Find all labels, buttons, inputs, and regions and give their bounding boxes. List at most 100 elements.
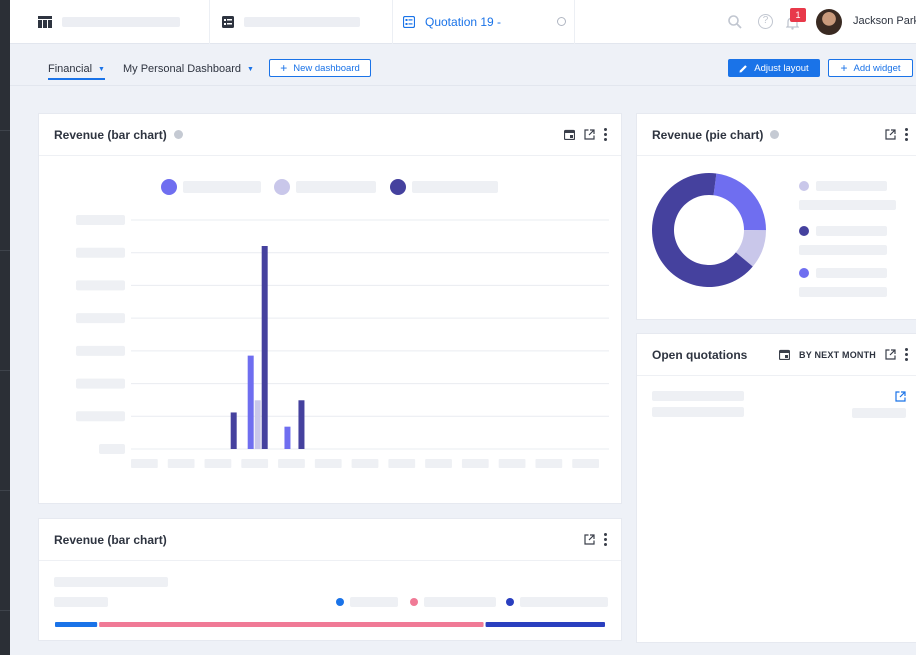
dashboard-tab-label: My Personal Dashboard xyxy=(123,63,242,75)
dashboard-toolbar: Financial ▼ My Personal Dashboard ▼ + New … xyxy=(10,44,916,86)
open-external-icon[interactable] xyxy=(584,534,595,545)
kebab-menu-icon[interactable] xyxy=(905,128,908,141)
bar xyxy=(247,355,254,449)
pencil-icon xyxy=(739,64,748,72)
tab-quotation-label: Quotation 19 - xyxy=(425,15,502,29)
info-icon[interactable] xyxy=(173,130,183,139)
widget-header: Open quotations BY NEXT MONTH xyxy=(637,334,916,376)
pie-chart xyxy=(652,173,896,297)
legend-value-placeholder xyxy=(799,245,887,255)
close-icon[interactable] xyxy=(557,17,566,26)
legend-value-placeholder xyxy=(799,200,896,210)
x-tick-label-placeholder xyxy=(425,459,452,468)
pie-slice xyxy=(713,173,766,231)
dashboard-tab-financial[interactable]: Financial ▼ xyxy=(48,63,105,80)
kebab-menu-icon[interactable] xyxy=(604,128,607,141)
open-external-icon[interactable] xyxy=(584,129,595,140)
widget-title-text: Revenue (pie chart) xyxy=(652,128,764,142)
x-tick-label-placeholder xyxy=(167,459,195,468)
bar xyxy=(230,412,237,449)
tab-2-label xyxy=(244,17,360,27)
revenue-pie-chart-widget: Revenue (pie chart) xyxy=(636,113,916,320)
x-axis-labels xyxy=(131,459,599,468)
legend-label-placeholder xyxy=(296,181,376,193)
x-tick-label-placeholder xyxy=(461,459,489,468)
new-dashboard-label: New dashboard xyxy=(293,62,360,74)
calendar-icon[interactable] xyxy=(564,129,575,140)
open-quotations-widget: Open quotations BY NEXT MONTH xyxy=(636,333,916,643)
x-tick-label-placeholder xyxy=(278,459,305,468)
date-filter-label[interactable]: BY NEXT MONTH xyxy=(799,349,876,360)
help-icon[interactable]: ? xyxy=(758,14,773,29)
legend-label-placeholder xyxy=(816,181,887,191)
stacked-bar-legend xyxy=(336,597,608,607)
placeholder-row xyxy=(852,408,906,418)
bar xyxy=(284,426,291,449)
y-tick-label-placeholder xyxy=(76,313,125,324)
placeholder-row xyxy=(652,391,744,401)
legend-label-placeholder xyxy=(424,597,496,607)
y-tick-label-placeholder xyxy=(76,280,125,291)
legend-dot xyxy=(390,179,406,195)
legend-dot xyxy=(274,179,290,195)
list-icon xyxy=(222,16,234,28)
x-tick-label-placeholder xyxy=(572,459,599,468)
tab-1-label xyxy=(62,17,180,27)
widget-header: Revenue (pie chart) xyxy=(637,114,916,156)
x-tick-label-placeholder xyxy=(535,459,563,468)
x-tick-label-placeholder xyxy=(204,459,232,468)
y-tick-label-placeholder xyxy=(76,247,125,258)
tab-2[interactable] xyxy=(210,0,393,44)
x-tick-label-placeholder xyxy=(351,459,379,468)
kebab-menu-icon[interactable] xyxy=(604,533,607,546)
placeholder-row xyxy=(54,577,168,587)
tab-1[interactable] xyxy=(10,0,210,44)
x-tick-label-placeholder xyxy=(131,459,158,468)
bar xyxy=(254,400,261,449)
kebab-menu-icon[interactable] xyxy=(905,348,908,361)
chart-grid xyxy=(131,219,609,450)
new-dashboard-button[interactable]: + New dashboard xyxy=(269,59,371,77)
revenue-bar-chart-2-widget: Revenue (bar chart) xyxy=(38,518,622,641)
y-tick-label-placeholder xyxy=(99,444,125,454)
pie-slice xyxy=(735,230,766,267)
x-tick-label-placeholder xyxy=(498,459,526,468)
stacked-bar-chart xyxy=(55,597,608,627)
plus-icon: + xyxy=(280,61,288,75)
legend-dot xyxy=(336,598,344,606)
bar-chart xyxy=(76,179,609,468)
widget-title-text: Revenue (bar chart) xyxy=(54,128,167,142)
pie-slice xyxy=(652,173,753,287)
open-external-icon[interactable] xyxy=(895,391,906,402)
user-name[interactable]: Jackson Parke xyxy=(853,15,916,27)
legend-dot xyxy=(410,598,418,606)
legend-label-placeholder xyxy=(183,181,261,193)
tab-quotation[interactable]: Quotation 19 - xyxy=(393,0,575,44)
dashboard-tab-personal[interactable]: My Personal Dashboard ▼ xyxy=(123,63,254,75)
open-external-icon[interactable] xyxy=(885,129,896,140)
notification-badge: 1 xyxy=(790,8,806,22)
legend-label-placeholder xyxy=(816,226,887,236)
open-external-icon[interactable] xyxy=(885,349,896,360)
table-icon xyxy=(38,16,52,28)
stacked-bar-marks xyxy=(55,622,605,627)
search-icon[interactable] xyxy=(728,15,742,29)
adjust-layout-button[interactable]: Adjust layout xyxy=(728,59,820,77)
legend-label-placeholder xyxy=(350,597,398,607)
stacked-bar-segment xyxy=(55,622,98,627)
adjust-layout-label: Adjust layout xyxy=(754,62,809,74)
legend-label-placeholder xyxy=(520,597,608,607)
placeholder-row xyxy=(652,407,744,417)
pie-legend xyxy=(799,181,896,297)
stacked-bar-segment xyxy=(99,622,484,627)
stacked-bar-segment xyxy=(485,622,605,627)
left-strip xyxy=(0,0,10,655)
legend-dot xyxy=(506,598,514,606)
chevron-down-icon: ▼ xyxy=(247,66,254,73)
avatar[interactable] xyxy=(816,9,842,35)
add-widget-button[interactable]: + Add widget xyxy=(828,59,913,77)
legend-label-placeholder xyxy=(816,268,887,278)
calendar-icon[interactable] xyxy=(779,349,791,360)
y-tick-label-placeholder xyxy=(76,378,125,389)
info-icon[interactable] xyxy=(770,130,780,139)
